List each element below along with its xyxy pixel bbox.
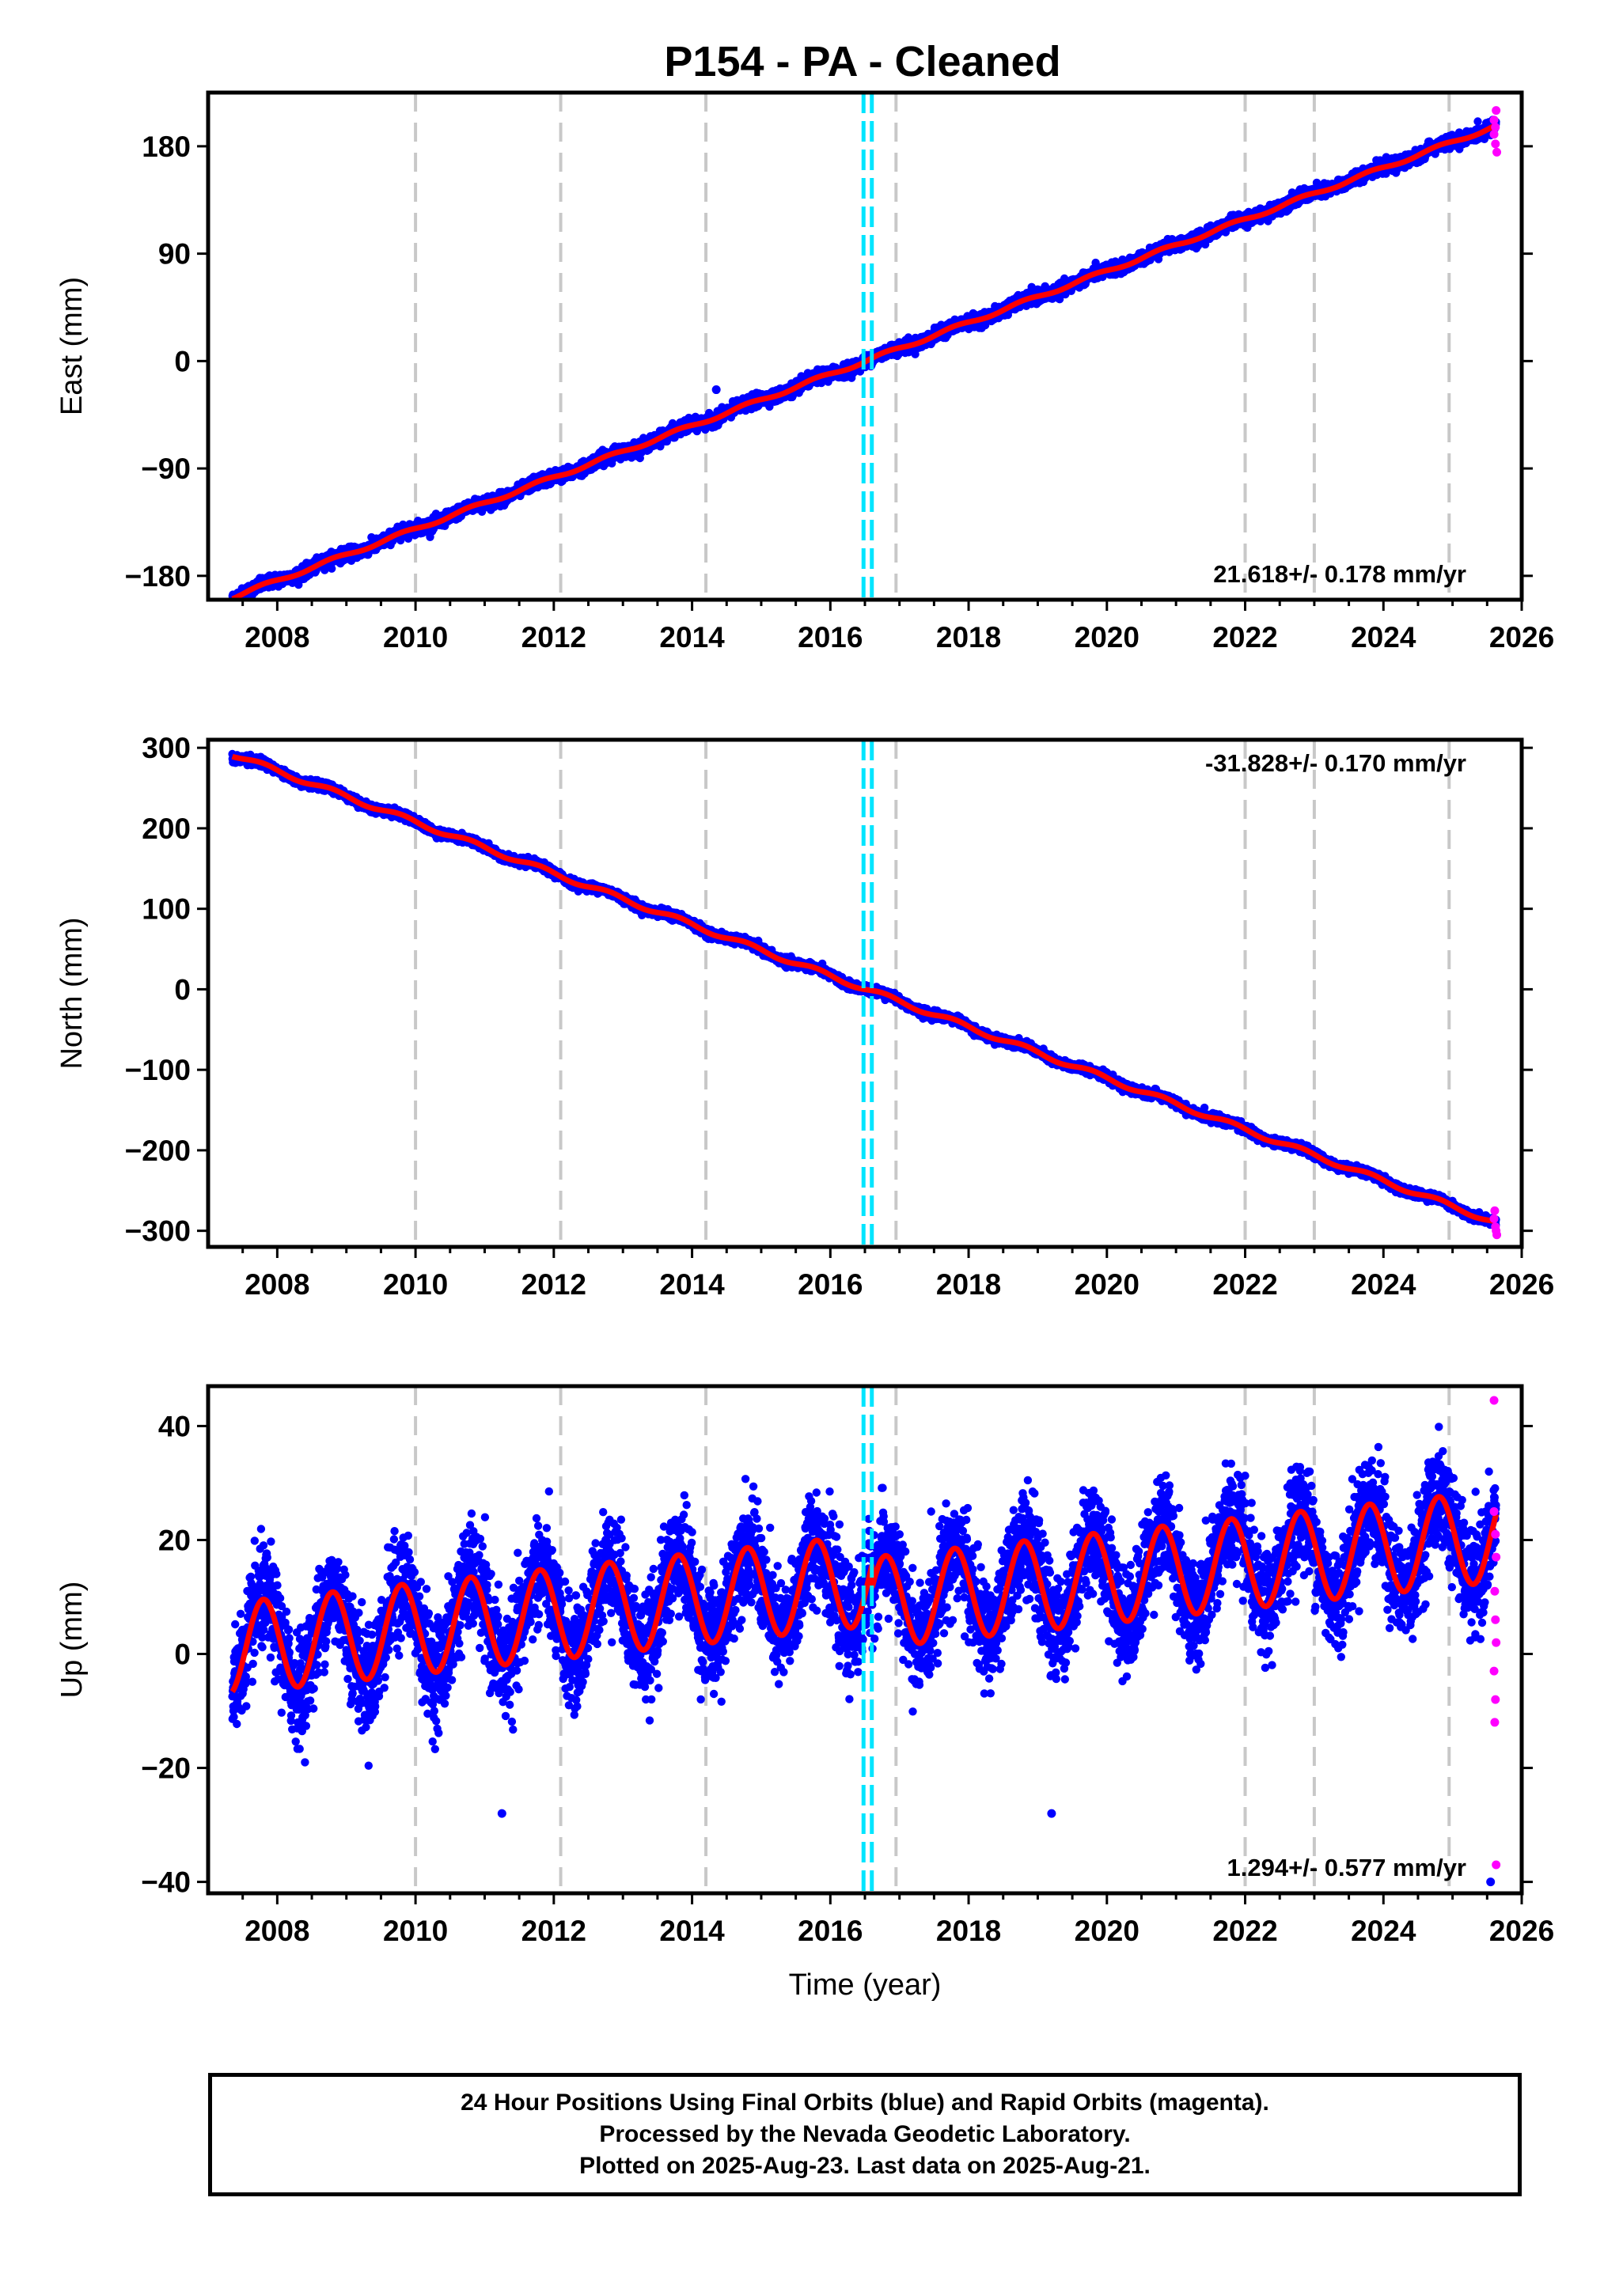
panel-1: 2008 2010 2012 2014 2016 2018 2020 2022 2024 2026… <box>55 90 1554 654</box>
plot-area <box>228 93 1502 600</box>
panels: 2008 2010 2012 2014 2016 2018 2020 2022 2024 2026… <box>55 90 1554 2002</box>
figure-title: P154 - PA - Cleaned <box>664 38 1060 85</box>
